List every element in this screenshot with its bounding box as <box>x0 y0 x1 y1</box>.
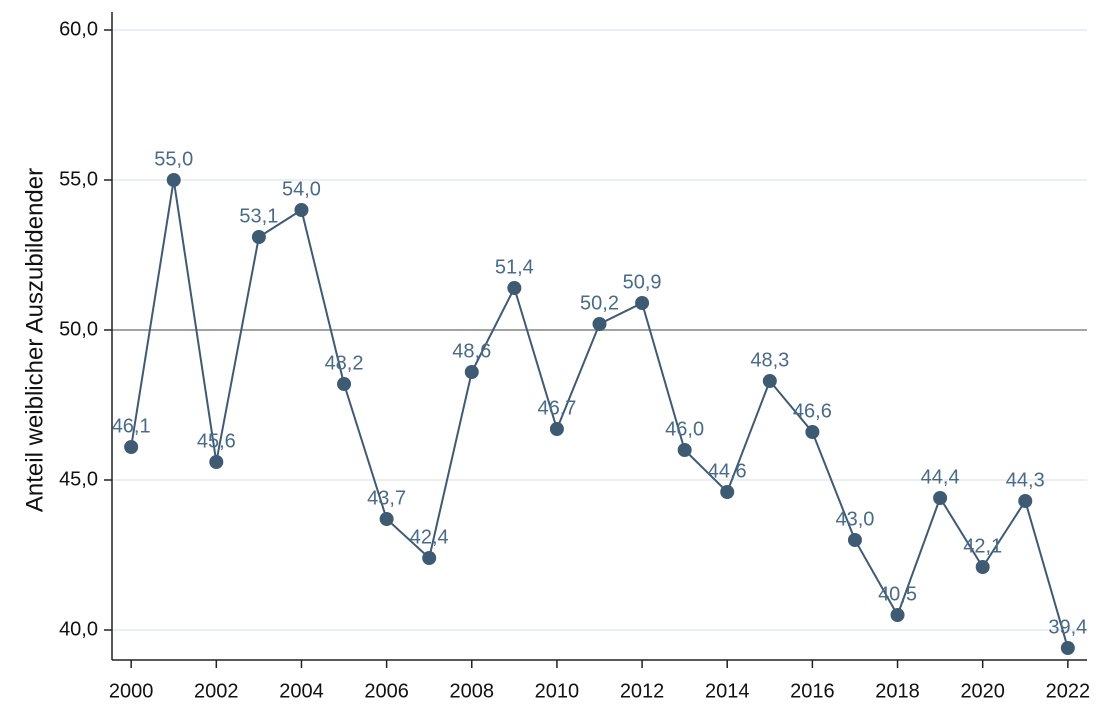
data-label: 46,7 <box>537 397 576 419</box>
point <box>337 377 352 391</box>
data-label: 44,4 <box>921 466 960 488</box>
y-axis-label: Anteil weiblicher Auszubildender <box>21 168 48 512</box>
x-tick-label: 2020 <box>960 680 1005 702</box>
data-label: 42,4 <box>410 526 449 548</box>
point <box>890 608 905 622</box>
y-tick-label: 55,0 <box>59 168 98 190</box>
x-tick-label: 2006 <box>364 680 409 702</box>
data-label: 54,0 <box>282 178 321 200</box>
point <box>1018 494 1033 508</box>
data-label: 40,5 <box>878 583 917 605</box>
data-label: 44,6 <box>708 460 747 482</box>
point <box>251 230 266 244</box>
data-label: 48,2 <box>325 352 364 374</box>
data-label: 50,9 <box>623 271 662 293</box>
y-tick-label: 45,0 <box>59 468 98 490</box>
data-label: 42,1 <box>963 535 1002 557</box>
point <box>549 422 564 436</box>
point <box>677 443 692 457</box>
point <box>507 281 522 295</box>
x-tick-label: 2008 <box>450 680 495 702</box>
y-tick-label: 60,0 <box>59 18 98 40</box>
point <box>166 173 181 187</box>
x-tick-label: 2022 <box>1046 680 1091 702</box>
point <box>847 533 862 547</box>
x-tick-label: 2004 <box>279 680 324 702</box>
data-label: 48,3 <box>750 349 789 371</box>
data-label: 51,4 <box>495 256 534 278</box>
point <box>635 296 650 310</box>
y-tick-label: 50,0 <box>59 318 98 340</box>
point <box>762 374 777 388</box>
data-label: 43,7 <box>367 487 406 509</box>
data-label: 55,0 <box>154 148 193 170</box>
point <box>933 491 948 505</box>
x-tick-label: 2018 <box>875 680 920 702</box>
x-tick-label: 2010 <box>535 680 580 702</box>
point <box>422 551 437 565</box>
point <box>379 512 394 526</box>
point <box>592 317 607 331</box>
line <box>130 179 1069 649</box>
data-label: 50,2 <box>580 292 619 314</box>
x-tick-label: 2002 <box>194 680 239 702</box>
point <box>209 455 224 469</box>
x-tick-label: 2016 <box>790 680 835 702</box>
x-tick-label: 2012 <box>620 680 665 702</box>
y-tick-label: 40,0 <box>59 618 98 640</box>
point <box>805 425 820 439</box>
data-label: 45,6 <box>197 430 236 452</box>
data-label: 46,0 <box>665 418 704 440</box>
point <box>975 560 990 574</box>
data-label: 46,6 <box>793 400 832 422</box>
point <box>124 440 139 454</box>
data-label: 48,6 <box>452 340 491 362</box>
point <box>294 203 309 217</box>
point <box>720 485 735 499</box>
data-label: 46,1 <box>112 415 151 437</box>
data-label: 43,0 <box>835 508 874 530</box>
data-label: 53,1 <box>239 205 278 227</box>
data-label: 39,4 <box>1048 616 1087 638</box>
x-tick-label: 2014 <box>705 680 750 702</box>
data-label: 44,3 <box>1006 469 1045 491</box>
x-tick-label: 2000 <box>109 680 154 702</box>
point <box>464 365 479 379</box>
point <box>1060 641 1075 655</box>
